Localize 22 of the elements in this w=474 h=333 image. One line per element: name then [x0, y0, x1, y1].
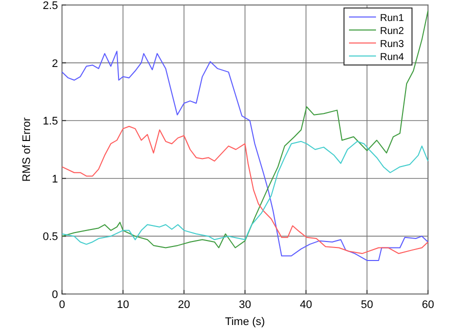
y-tick-label: 0.5: [42, 231, 58, 244]
y-tick-label: 2: [52, 58, 58, 70]
x-tick-label: 10: [116, 299, 130, 311]
y-axis-title: RMS of Error: [21, 117, 33, 182]
legend-label: Run1: [380, 13, 404, 24]
y-tick-label: 0: [52, 289, 58, 301]
x-tick-label: 30: [238, 299, 252, 311]
x-axis-title: Time (s): [225, 316, 265, 328]
y-tick-label: 1.5: [42, 116, 58, 128]
line-series: [62, 10, 428, 248]
y-tick-label: 1: [52, 173, 58, 186]
legend-label: Run2: [380, 26, 404, 37]
y-tick-label: 2.5: [42, 0, 58, 12]
x-tick-label: 40: [300, 299, 312, 311]
legend-label: Run3: [380, 39, 404, 50]
x-tick-label: 50: [360, 299, 374, 311]
line-series: [62, 140, 428, 245]
x-tick-label: 20: [178, 299, 190, 311]
x-tick-label: 60: [422, 299, 434, 311]
line-series: [62, 50, 428, 261]
line-series: [62, 126, 428, 254]
legend-label: Run4: [380, 52, 404, 63]
